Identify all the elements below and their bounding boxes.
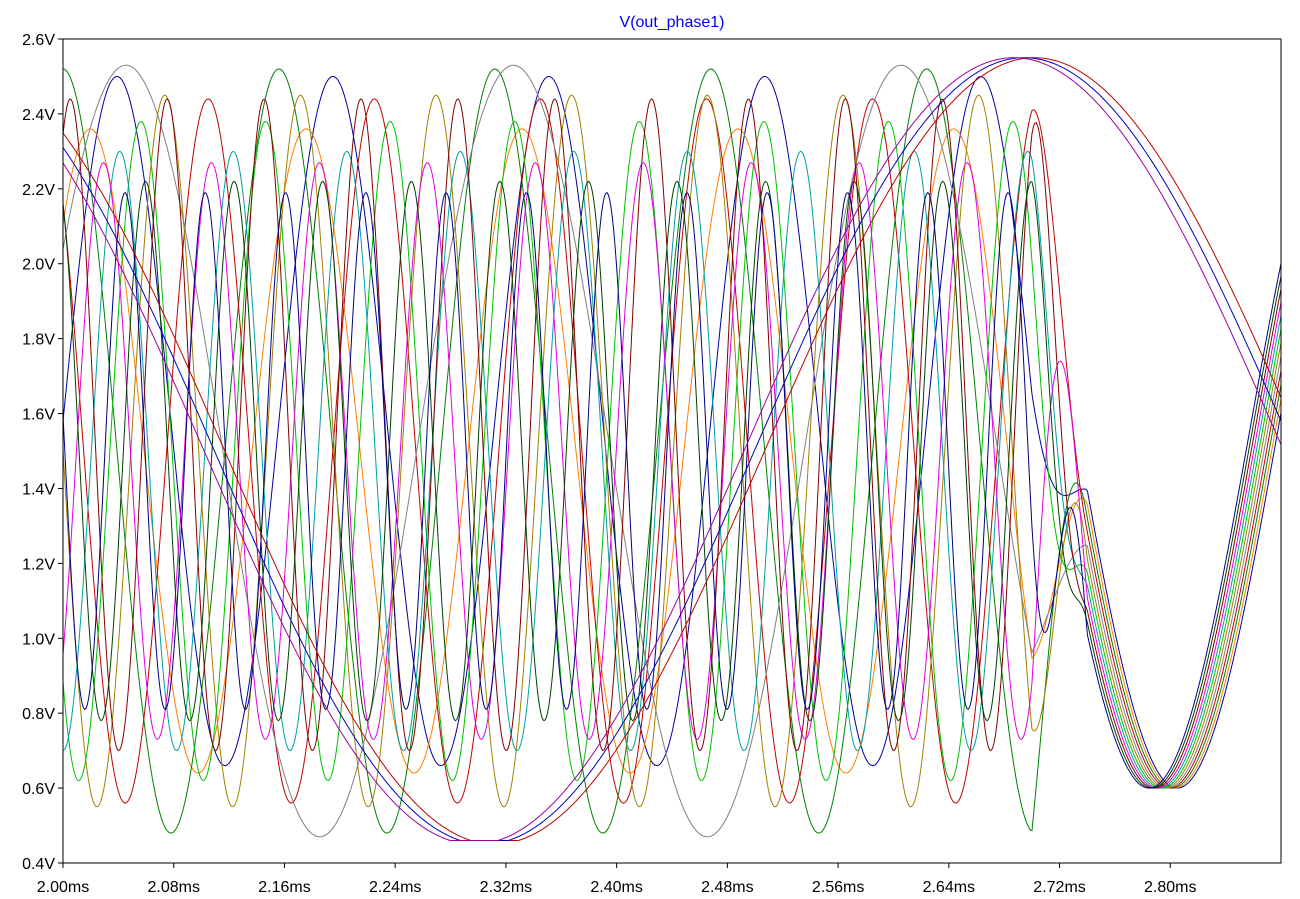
y-tick-label: 1.0V xyxy=(22,631,55,648)
series-line-3 xyxy=(62,68,1282,834)
series-line-4 xyxy=(62,98,1282,804)
x-tick-label: 2.16ms xyxy=(258,879,310,896)
series-line-15 xyxy=(62,57,1282,842)
x-tick-label: 2.00ms xyxy=(37,879,89,896)
series-line-2 xyxy=(62,128,1282,789)
series-line-13 xyxy=(62,57,1282,842)
series-line-10 xyxy=(62,98,1282,789)
x-axis: 2.00ms 2.08ms 2.16ms 2.24ms 2.32ms 2.40ms 2.48… xyxy=(37,863,1197,896)
series-line-5 xyxy=(62,64,1282,838)
y-tick-label: 2.0V xyxy=(22,257,55,274)
y-tick-label: 0.8V xyxy=(22,706,55,723)
x-tick-label: 2.08ms xyxy=(147,879,199,896)
y-tick-label: 2.2V xyxy=(22,182,55,199)
y-tick-label: 1.4V xyxy=(22,481,55,498)
series-line-8 xyxy=(62,150,1282,789)
y-tick-label: 1.6V xyxy=(22,407,55,424)
plot-frame xyxy=(62,38,1282,864)
y-tick-label: 2.6V xyxy=(22,32,55,49)
x-tick-label: 2.24ms xyxy=(369,879,421,896)
series-line-14 xyxy=(62,57,1282,842)
series-line-12 xyxy=(62,191,1282,789)
series-line-9 xyxy=(62,162,1282,789)
x-tick-label: 2.80ms xyxy=(1144,879,1196,896)
x-tick-label: 2.32ms xyxy=(480,879,532,896)
x-tick-label: 2.72ms xyxy=(1033,879,1085,896)
x-tick-label: 2.56ms xyxy=(812,879,864,896)
y-tick-label: 0.4V xyxy=(22,856,55,873)
traces-group xyxy=(62,57,1282,842)
y-axis: 2.6V 2.4V 2.2V 2.0V 1.8V 1.6V 1.4V 1.2V 1.0V 0.8V… xyxy=(22,32,63,873)
x-tick-label: 2.40ms xyxy=(590,879,642,896)
y-tick-label: 1.8V xyxy=(22,332,55,349)
y-tick-label: 2.4V xyxy=(22,107,55,124)
y-tick-label: 0.6V xyxy=(22,781,55,798)
x-tick-label: 2.64ms xyxy=(923,879,975,896)
x-tick-label: 2.48ms xyxy=(701,879,753,896)
plot-title: V(out_phase1) xyxy=(620,14,725,31)
y-tick-label: 1.2V xyxy=(22,556,55,573)
series-line-11 xyxy=(62,180,1282,789)
